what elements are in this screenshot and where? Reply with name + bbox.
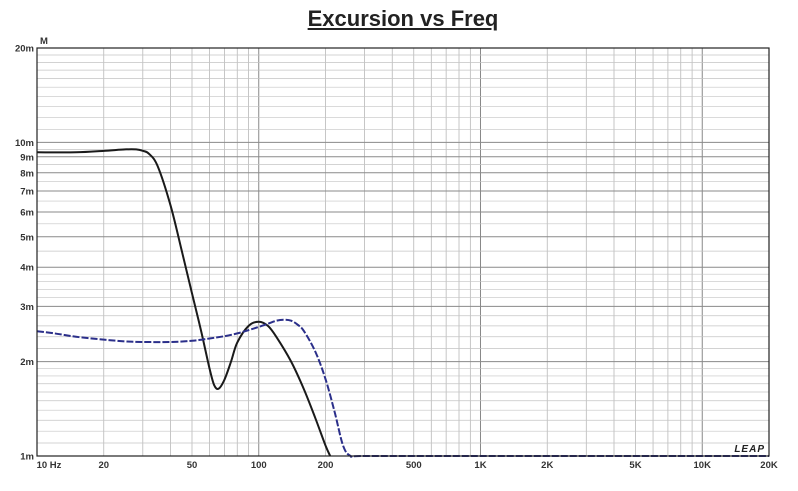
y-tick-label: 20m — [15, 44, 34, 55]
x-tick-label: 20K — [760, 460, 778, 471]
x-tick-label: 2K — [541, 460, 553, 471]
grid — [36, 47, 770, 457]
series-line-dashed — [36, 318, 769, 458]
leap-logo: LEAP — [734, 444, 765, 455]
y-tick-label: 2m — [20, 357, 34, 368]
curves — [36, 148, 769, 458]
x-tick-label: 200 — [318, 460, 334, 471]
y-unit-label: M — [40, 36, 48, 47]
y-tick-label: 5m — [20, 232, 34, 243]
chart-title: Excursion vs Freq — [307, 6, 499, 31]
y-tick-label: 7m — [20, 186, 34, 197]
x-tick-label: 10 Hz — [37, 460, 62, 471]
y-tick-label: 8m — [20, 168, 34, 179]
y-tick-labels: 1m 2m 3m 4m 5m 6m 7m 8m 9m 10m 20m — [15, 44, 34, 463]
y-tick-label: 10m — [15, 138, 34, 149]
x-tick-label: 50 — [187, 460, 198, 471]
x-tick-label: 20 — [98, 460, 109, 471]
x-tick-label: 500 — [406, 460, 422, 471]
x-tick-label: 1K — [474, 460, 486, 471]
y-tick-label: 1m — [20, 452, 34, 463]
x-tick-label: 10K — [694, 460, 712, 471]
plot-frame — [36, 47, 770, 457]
x-tick-label: 5K — [629, 460, 641, 471]
y-tick-label: 6m — [20, 207, 34, 218]
y-tick-label: 4m — [20, 263, 34, 274]
series-line-solid — [36, 148, 332, 457]
x-tick-labels: 10 Hz 20 50 100 200 500 1K 2K 5K 10K 20K — [37, 460, 778, 471]
y-tick-label: 3m — [20, 302, 34, 313]
y-tick-label: 9m — [20, 152, 34, 163]
x-tick-label: 100 — [251, 460, 267, 471]
